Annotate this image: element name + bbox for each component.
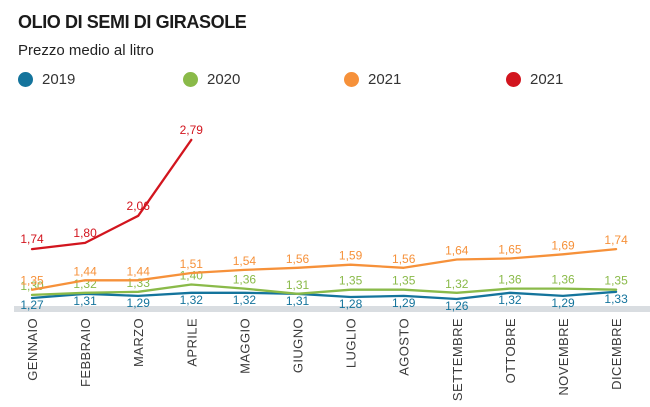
month-label-marzo: MARZO <box>131 318 146 367</box>
month-label-gennaio: GENNAIO <box>25 318 40 381</box>
value-label-2019-gennaio: 1,27 <box>20 298 44 312</box>
legend: 2019 2020 2021 2021 <box>0 68 650 90</box>
value-label-2021-febbraio: 1,80 <box>73 226 97 240</box>
legend-dot-2021-orange-icon <box>344 71 359 87</box>
value-label-2021-febbraio: 1,44 <box>73 264 97 278</box>
legend-dot-2019-icon <box>18 71 33 87</box>
series-line-2021-3 <box>30 138 193 251</box>
value-label-2020-agosto: 1,35 <box>392 274 416 288</box>
value-label-2019-maggio: 1,32 <box>233 293 257 307</box>
value-label-2019-giugno: 1,31 <box>286 294 310 308</box>
month-label-agosto: AGOSTO <box>397 318 412 376</box>
value-label-2020-maggio: 1,36 <box>233 273 257 287</box>
value-label-2020-luglio: 1,35 <box>339 274 363 288</box>
legend-dot-2021-red-icon <box>506 71 521 87</box>
value-label-2021-luglio: 1,59 <box>339 249 363 263</box>
value-label-2019-aprile: 1,32 <box>180 293 204 307</box>
legend-item-2021-orange: 2021 <box>344 68 401 90</box>
series-line-2019-0 <box>30 290 618 301</box>
month-label-febbraio: FEBBRAIO <box>78 318 93 387</box>
value-label-2021-aprile: 1,51 <box>180 257 204 271</box>
value-label-2021-settembre: 1,64 <box>445 244 469 258</box>
month-label-luglio: LUGLIO <box>344 318 359 368</box>
legend-label-2021-orange: 2021 <box>368 70 402 88</box>
legend-item-2020: 2020 <box>183 68 240 90</box>
legend-label-2019: 2019 <box>42 70 76 88</box>
value-label-2021-marzo: 2,06 <box>127 199 151 213</box>
value-label-2019-settembre: 1,26 <box>445 299 469 313</box>
value-label-2020-settembre: 1,32 <box>445 277 469 291</box>
value-label-2020-giugno: 1,31 <box>286 278 310 292</box>
value-label-2019-dicembre: 1,33 <box>604 292 628 306</box>
value-label-2019-novembre: 1,29 <box>551 296 575 310</box>
value-label-2019-marzo: 1,29 <box>127 296 151 310</box>
legend-item-2019: 2019 <box>18 68 75 90</box>
value-label-2021-gennaio: 1,74 <box>20 232 44 246</box>
month-label-novembre: NOVEMBRE <box>556 318 571 396</box>
value-label-2021-dicembre: 1,74 <box>604 233 628 247</box>
legend-dot-2020-icon <box>183 71 198 87</box>
month-label-ottobre: OTTOBRE <box>503 318 518 383</box>
value-label-2019-febbraio: 1,31 <box>73 294 97 308</box>
month-label-aprile: APRILE <box>184 318 199 367</box>
x-axis-band <box>14 306 650 312</box>
chart-subtitle: Prezzo medio al litro <box>18 42 154 59</box>
series-line-2021-2 <box>30 247 618 291</box>
value-label-2020-ottobre: 1,36 <box>498 273 522 287</box>
value-label-2019-luglio: 1,28 <box>339 297 363 311</box>
value-label-2019-ottobre: 1,32 <box>498 293 522 307</box>
month-label-dicembre: DICEMBRE <box>609 318 624 390</box>
month-label-giugno: GIUGNO <box>291 318 306 373</box>
value-label-2020-novembre: 1,36 <box>551 273 575 287</box>
month-label-maggio: MAGGIO <box>237 318 252 374</box>
value-label-2021-maggio: 1,54 <box>233 254 257 268</box>
value-label-2021-aprile: 2,79 <box>180 123 204 137</box>
value-label-2021-giugno: 1,56 <box>286 252 310 266</box>
legend-label-2021-red: 2021 <box>530 70 564 88</box>
legend-label-2020: 2020 <box>207 70 241 88</box>
value-label-2021-novembre: 1,69 <box>551 238 575 252</box>
value-label-2020-febbraio: 1,32 <box>73 277 97 291</box>
series-line-2020-1 <box>30 283 618 297</box>
month-label-settembre: SETTEMBRE <box>450 318 465 401</box>
legend-item-2021-red: 2021 <box>506 68 563 90</box>
value-label-2021-ottobre: 1,65 <box>498 242 522 256</box>
value-label-2021-gennaio: 1,35 <box>20 274 44 288</box>
value-label-2020-dicembre: 1,35 <box>604 274 628 288</box>
value-label-2019-agosto: 1,29 <box>392 296 416 310</box>
value-label-2021-marzo: 1,44 <box>127 264 151 278</box>
value-label-2021-agosto: 1,56 <box>392 252 416 266</box>
chart-title: OLIO DI SEMI DI GIRASOLE <box>18 12 247 32</box>
